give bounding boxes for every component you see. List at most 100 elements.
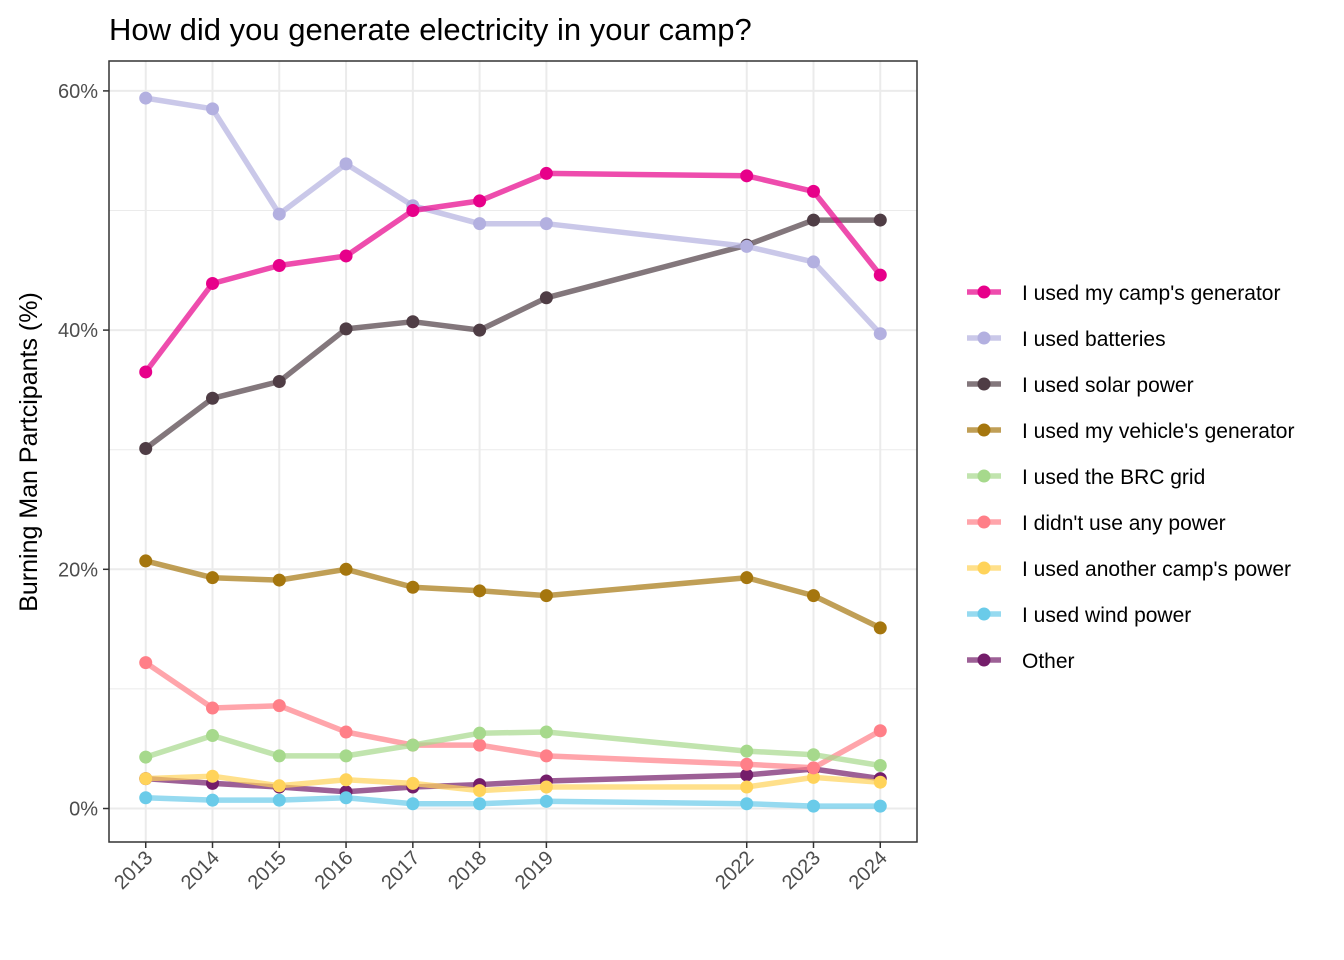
data-point <box>740 797 754 811</box>
y-axis: 0% 20% 40% 60% <box>58 81 109 821</box>
data-point <box>873 799 887 813</box>
legend-item: Other <box>967 650 1075 673</box>
data-point <box>139 442 153 456</box>
data-point <box>139 656 153 670</box>
data-point <box>272 573 286 587</box>
data-point <box>873 724 887 738</box>
data-point <box>473 738 487 752</box>
data-point <box>873 213 887 227</box>
data-point <box>740 768 754 782</box>
legend-label: I used the BRC grid <box>1022 466 1205 489</box>
data-point <box>740 744 754 758</box>
data-point <box>406 580 420 594</box>
series-line <box>145 773 881 794</box>
data-point <box>806 184 820 198</box>
series-1 <box>139 91 887 341</box>
data-point <box>339 749 353 763</box>
series-group <box>139 91 887 813</box>
legend-item: I used solar power <box>967 374 1194 397</box>
data-point <box>339 773 353 787</box>
data-point <box>339 791 353 805</box>
x-tick-label: 2014 <box>177 847 224 894</box>
legend-item: I used another camp's power <box>967 558 1291 581</box>
legend-item: I used my vehicle's generator <box>967 420 1294 443</box>
data-point <box>873 268 887 282</box>
data-point <box>473 784 487 798</box>
data-point <box>139 554 153 568</box>
data-point <box>740 571 754 585</box>
data-point <box>473 726 487 740</box>
legend-key-point <box>977 561 991 575</box>
series-4 <box>139 725 887 772</box>
data-point <box>873 775 887 789</box>
data-point <box>873 327 887 341</box>
data-point <box>806 748 820 762</box>
data-point <box>539 166 553 180</box>
series-line <box>144 660 882 771</box>
data-point <box>539 291 553 305</box>
y-tick-label: 20% <box>58 559 98 581</box>
series-line <box>144 217 881 451</box>
data-point <box>339 725 353 739</box>
data-point <box>339 562 353 576</box>
data-point <box>272 699 286 713</box>
legend-key-point <box>977 515 991 529</box>
x-axis: 2013 2014 2015 2016 2017 2018 2019 2022 2023 2024 <box>110 842 892 894</box>
data-point <box>539 780 553 794</box>
x-tick-label: 2017 <box>377 847 424 894</box>
legend-label: I used solar power <box>1022 374 1194 397</box>
data-point <box>539 749 553 763</box>
data-point <box>406 776 420 790</box>
data-point <box>406 738 420 752</box>
data-point <box>206 769 220 783</box>
data-point <box>806 761 820 775</box>
x-tick-label: 2015 <box>244 847 291 894</box>
data-point <box>206 793 220 807</box>
legend-label: I used wind power <box>1022 604 1191 627</box>
data-point <box>539 589 553 603</box>
data-point <box>206 571 220 585</box>
legend-key-point <box>977 423 991 437</box>
legend-item: I used the BRC grid <box>967 466 1205 489</box>
legend-key-point <box>977 653 991 667</box>
data-point <box>272 375 286 389</box>
data-point <box>139 791 153 805</box>
legend-item: I used wind power <box>967 604 1191 627</box>
data-point <box>473 797 487 811</box>
data-point <box>539 217 553 231</box>
legend-key-point <box>977 607 991 621</box>
data-point <box>473 217 487 231</box>
legend-item: I used my camp's generator <box>967 282 1280 305</box>
data-point <box>740 780 754 794</box>
series-line <box>144 729 881 769</box>
data-point <box>339 322 353 336</box>
data-point <box>806 589 820 603</box>
data-point <box>206 276 220 290</box>
series-line <box>145 558 882 631</box>
series-line <box>145 95 883 336</box>
series-3 <box>139 554 887 635</box>
data-point <box>339 249 353 263</box>
data-point <box>139 365 153 379</box>
legend: I used my camp's generator I used batteri… <box>967 282 1294 673</box>
series-5 <box>139 656 887 775</box>
data-point <box>873 758 887 772</box>
data-point <box>539 725 553 739</box>
chart-title: How did you generate electricity in your… <box>109 12 752 47</box>
legend-item: I used batteries <box>967 328 1166 351</box>
legend-key-point <box>977 331 991 345</box>
legend-item: I didn't use any power <box>967 512 1226 535</box>
series-7 <box>139 791 887 813</box>
data-point <box>139 91 153 105</box>
plot-panel-border <box>108 60 918 843</box>
series-line <box>143 170 883 374</box>
data-point <box>473 584 487 598</box>
data-point <box>473 323 487 337</box>
series-0 <box>139 166 887 379</box>
y-axis-label: Burning Man Partcipants (%) <box>15 292 43 612</box>
data-point <box>406 204 420 218</box>
series-2 <box>139 213 887 456</box>
data-point <box>406 797 420 811</box>
y-tick-label: 40% <box>58 320 98 342</box>
data-point <box>272 259 286 273</box>
